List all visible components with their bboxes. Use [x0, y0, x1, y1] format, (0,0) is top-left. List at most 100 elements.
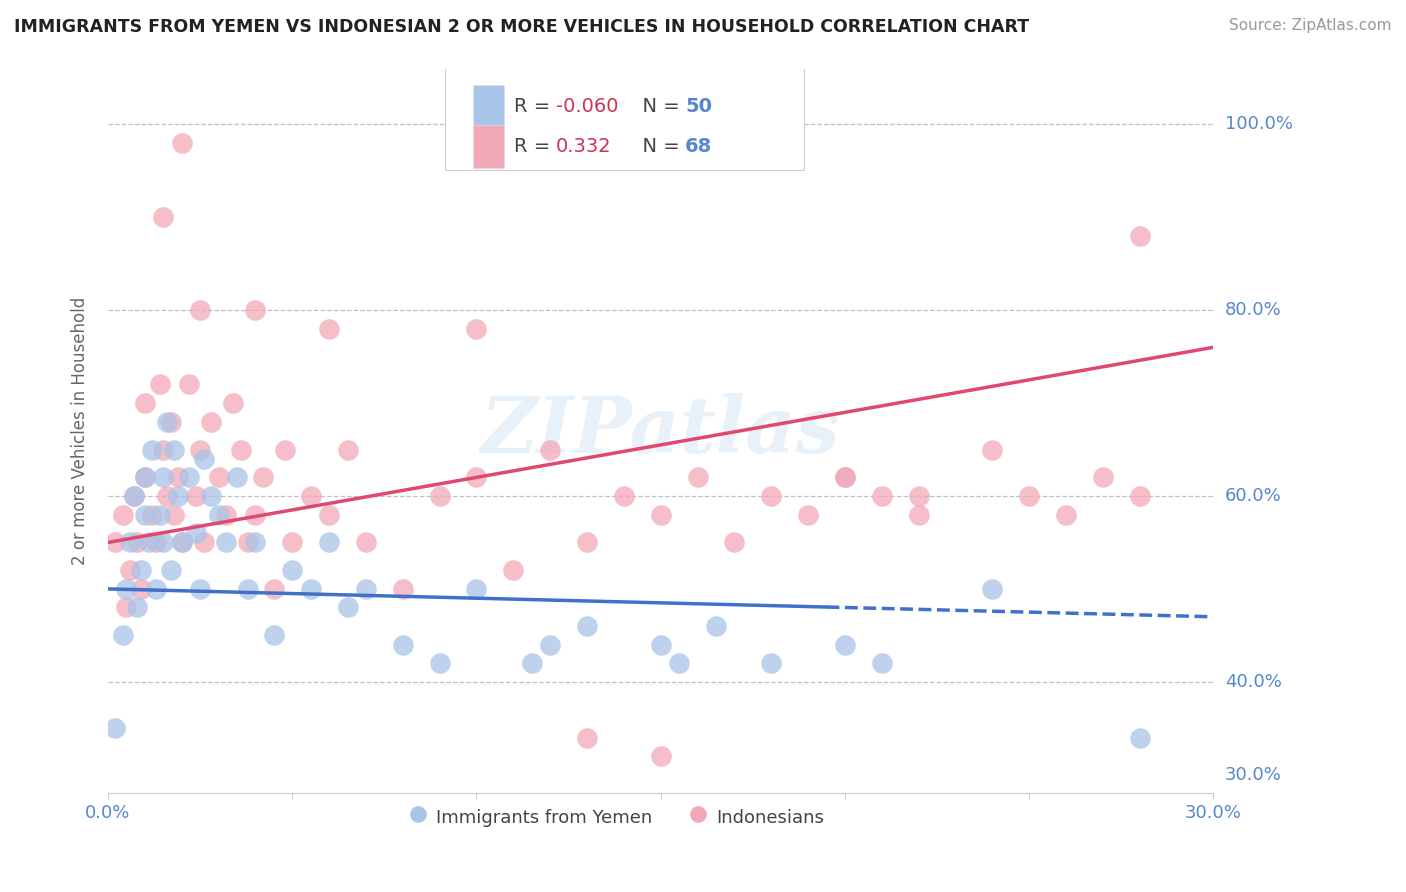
- Point: [138, 535, 160, 549]
- Point: [188, 442, 211, 457]
- Point: [465, 322, 488, 336]
- Point: [520, 657, 543, 671]
- Point: [134, 470, 156, 484]
- Point: [226, 470, 249, 484]
- Point: [336, 442, 359, 457]
- Point: [193, 451, 215, 466]
- Point: [148, 508, 170, 522]
- Point: [163, 442, 186, 457]
- Y-axis label: 2 or more Vehicles in Household: 2 or more Vehicles in Household: [72, 297, 89, 565]
- Point: [152, 470, 174, 484]
- Text: 60.0%: 60.0%: [1225, 487, 1281, 505]
- Point: [159, 563, 181, 577]
- Text: R =: R =: [513, 137, 557, 156]
- Point: [650, 749, 672, 764]
- Text: 0.332: 0.332: [555, 137, 612, 156]
- Point: [207, 470, 229, 484]
- Point: [236, 582, 259, 596]
- Point: [538, 638, 561, 652]
- Point: [1129, 489, 1152, 503]
- Point: [200, 489, 222, 503]
- Text: R =: R =: [513, 97, 557, 116]
- Point: [834, 638, 856, 652]
- Point: [207, 508, 229, 522]
- Point: [186, 489, 208, 503]
- Point: [167, 489, 190, 503]
- Point: [152, 535, 174, 549]
- Text: N =: N =: [630, 97, 686, 116]
- Point: [1054, 508, 1077, 522]
- Point: [145, 582, 167, 596]
- Point: [104, 535, 127, 549]
- Point: [391, 582, 413, 596]
- Point: [215, 508, 238, 522]
- Point: [907, 489, 929, 503]
- Point: [177, 470, 200, 484]
- Point: [193, 535, 215, 549]
- Point: [188, 582, 211, 596]
- Point: [122, 489, 145, 503]
- Point: [391, 638, 413, 652]
- Text: 50: 50: [685, 97, 711, 116]
- Point: [177, 377, 200, 392]
- Point: [834, 470, 856, 484]
- Point: [245, 535, 267, 549]
- Point: [870, 657, 893, 671]
- Point: [222, 396, 245, 410]
- Point: [170, 535, 193, 549]
- Text: 30.0%: 30.0%: [1225, 765, 1281, 784]
- Text: IMMIGRANTS FROM YEMEN VS INDONESIAN 2 OR MORE VEHICLES IN HOUSEHOLD CORRELATION : IMMIGRANTS FROM YEMEN VS INDONESIAN 2 OR…: [14, 18, 1029, 36]
- Point: [152, 442, 174, 457]
- Point: [281, 563, 304, 577]
- Point: [104, 721, 127, 735]
- Point: [122, 489, 145, 503]
- Point: [141, 442, 163, 457]
- Point: [538, 442, 561, 457]
- Point: [148, 377, 170, 392]
- Point: [870, 489, 893, 503]
- FancyBboxPatch shape: [446, 65, 804, 170]
- Point: [156, 415, 179, 429]
- Text: ZIPatlas: ZIPatlas: [481, 392, 841, 469]
- Text: -0.060: -0.060: [555, 97, 619, 116]
- Point: [111, 628, 134, 642]
- Text: N =: N =: [630, 137, 686, 156]
- Point: [245, 303, 267, 318]
- Point: [152, 211, 174, 225]
- Point: [761, 489, 783, 503]
- Point: [834, 470, 856, 484]
- Point: [263, 582, 285, 596]
- Point: [159, 415, 181, 429]
- Point: [281, 535, 304, 549]
- Bar: [472, 85, 503, 128]
- Point: [318, 322, 340, 336]
- Point: [229, 442, 252, 457]
- Point: [299, 489, 322, 503]
- Text: 80.0%: 80.0%: [1225, 301, 1281, 319]
- Point: [188, 303, 211, 318]
- Point: [274, 442, 297, 457]
- Point: [576, 535, 599, 549]
- Point: [163, 508, 186, 522]
- Point: [186, 526, 208, 541]
- Text: 40.0%: 40.0%: [1225, 673, 1281, 690]
- Point: [613, 489, 636, 503]
- Point: [981, 582, 1004, 596]
- Point: [465, 470, 488, 484]
- Text: 68: 68: [685, 137, 713, 156]
- Point: [127, 535, 149, 549]
- Point: [115, 600, 138, 615]
- Point: [1018, 489, 1040, 503]
- Point: [650, 638, 672, 652]
- Point: [354, 582, 377, 596]
- Point: [215, 535, 238, 549]
- Point: [134, 396, 156, 410]
- Point: [252, 470, 274, 484]
- Point: [200, 415, 222, 429]
- Point: [704, 619, 727, 633]
- Point: [723, 535, 745, 549]
- Point: [429, 489, 451, 503]
- Point: [156, 489, 179, 503]
- Point: [668, 657, 690, 671]
- Point: [134, 470, 156, 484]
